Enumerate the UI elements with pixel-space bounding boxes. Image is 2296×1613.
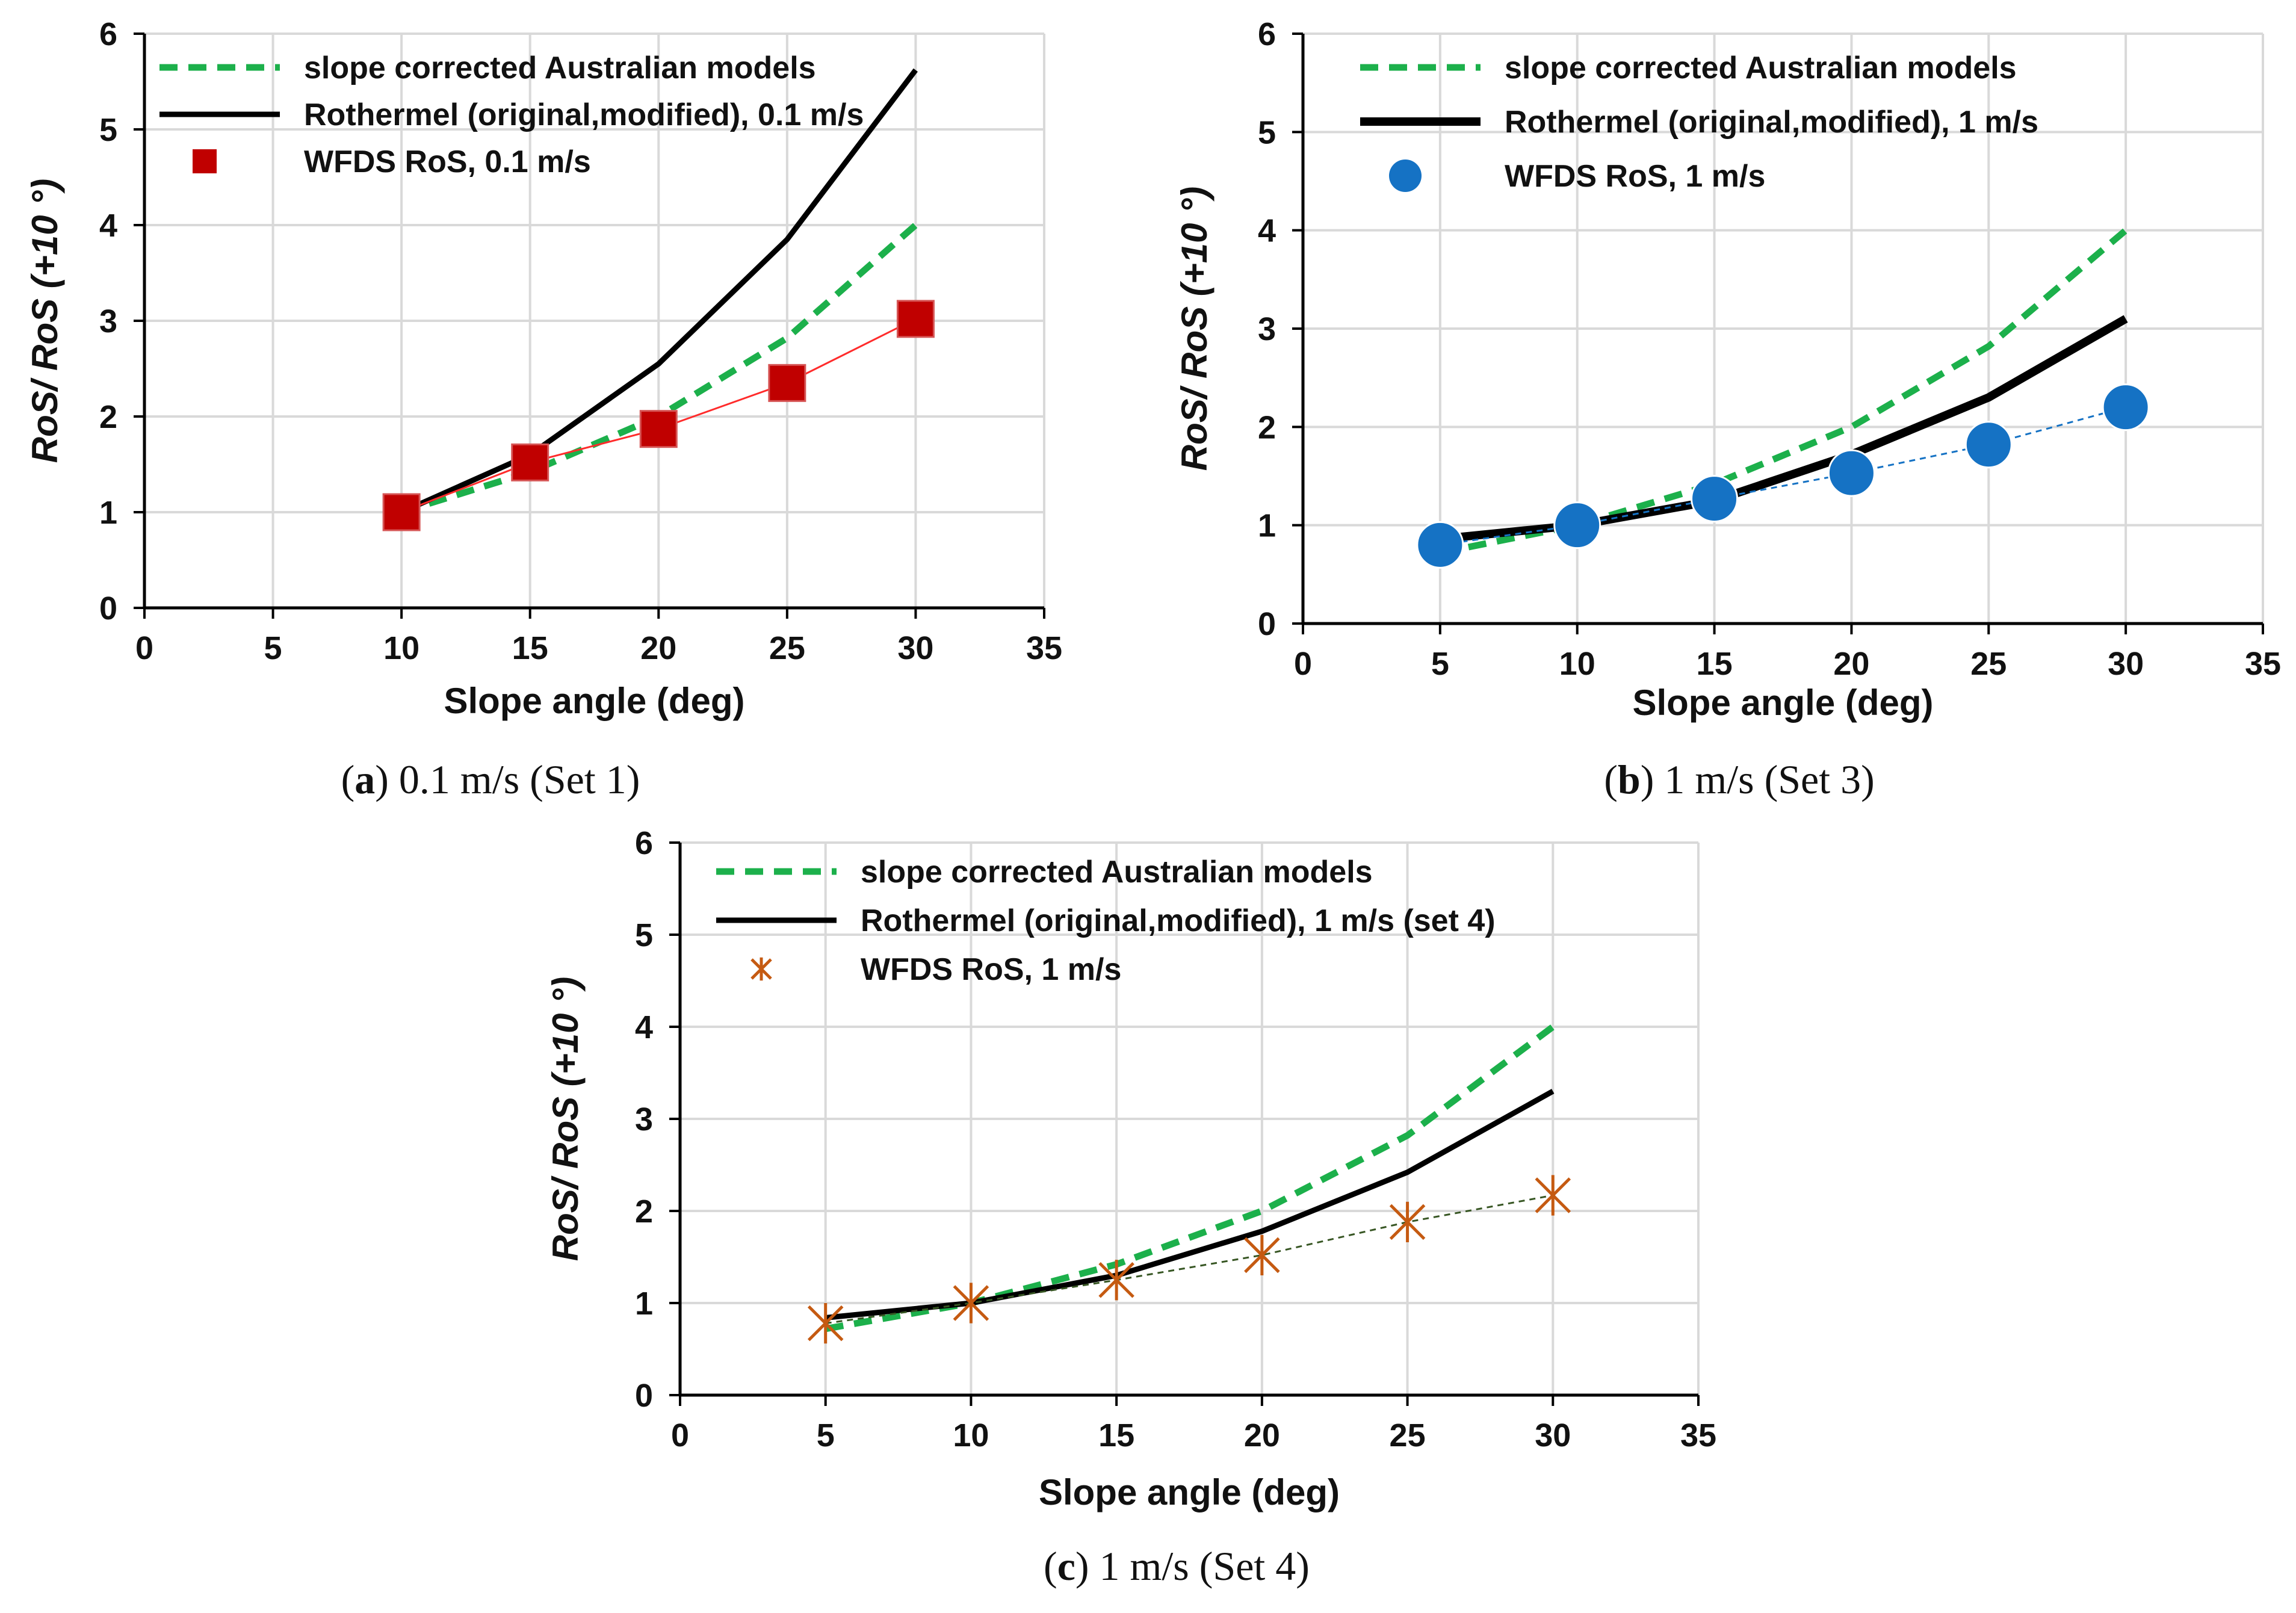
y-tick-label: 3 xyxy=(99,303,117,339)
panel-caption: (a) 0.1 m/s (Set 1) xyxy=(341,757,640,802)
x-tick-label: 25 xyxy=(1970,646,2007,682)
x-axis-title: Slope angle (deg) xyxy=(1632,683,1933,723)
y-axis-title: RoS/ RoS (+10 °) xyxy=(1174,187,1215,471)
wfds-square-marker xyxy=(382,493,421,531)
series-line-wfds xyxy=(825,1194,1553,1325)
y-tick-label: 0 xyxy=(635,1378,653,1414)
wfds-star-marker xyxy=(1535,1175,1571,1216)
y-tick-label: 5 xyxy=(1258,114,1276,150)
legend-swatch-wfds xyxy=(193,149,217,173)
legend-label: slope corrected Australian models xyxy=(304,51,816,85)
y-tick-label: 2 xyxy=(1258,409,1276,445)
wfds-star-marker xyxy=(1098,1260,1134,1301)
x-axis-title: Slope angle (deg) xyxy=(1039,1472,1340,1512)
series-line-wfds xyxy=(1440,406,2126,546)
x-tick-label: 10 xyxy=(1559,646,1595,682)
wfds-circle-marker xyxy=(1964,421,2013,469)
wfds-star-marker xyxy=(1244,1234,1280,1276)
wfds-circle-marker xyxy=(1827,449,1875,497)
wfds-circle-marker xyxy=(1691,475,1739,523)
legend-label: slope corrected Australian models xyxy=(1505,51,2017,85)
x-tick-label: 0 xyxy=(1294,646,1312,682)
x-tick-label: 0 xyxy=(135,630,153,666)
y-tick-label: 6 xyxy=(635,825,653,861)
y-tick-label: 1 xyxy=(1258,508,1276,544)
y-tick-label: 3 xyxy=(1258,311,1276,347)
y-tick-label: 4 xyxy=(635,1009,653,1045)
x-tick-label: 30 xyxy=(897,630,933,666)
x-tick-label: 5 xyxy=(1431,646,1449,682)
y-tick-label: 0 xyxy=(1258,606,1276,642)
wfds-circle-marker xyxy=(1553,501,1601,550)
series-line-rothermel xyxy=(1440,315,2128,543)
legend-label: Rothermel (original,modified), 1 m/s (se… xyxy=(861,903,1496,938)
x-tick-label: 15 xyxy=(512,630,548,666)
panel-caption: (b) 1 m/s (Set 3) xyxy=(1604,757,1875,802)
y-tick-label: 1 xyxy=(99,495,117,531)
legend-label: WFDS RoS, 0.1 m/s xyxy=(304,144,591,179)
y-tick-label: 4 xyxy=(99,208,117,244)
legend-label: slope corrected Australian models xyxy=(861,855,1373,890)
x-tick-label: 5 xyxy=(264,630,282,666)
y-axis-title: RoS/ RoS (+10 °) xyxy=(25,179,65,463)
wfds-square-marker xyxy=(768,364,806,402)
y-tick-label: 5 xyxy=(99,112,117,148)
x-tick-label: 10 xyxy=(953,1417,989,1454)
y-tick-label: 0 xyxy=(99,590,117,627)
x-tick-label: 15 xyxy=(1697,646,1733,682)
x-tick-label: 35 xyxy=(1026,630,1062,666)
x-tick-label: 20 xyxy=(1833,646,1869,682)
y-tick-label: 2 xyxy=(635,1193,653,1230)
y-tick-label: 3 xyxy=(635,1101,653,1138)
legend-label: WFDS RoS, 1 m/s xyxy=(861,952,1121,987)
y-tick-label: 2 xyxy=(99,399,117,435)
x-tick-label: 10 xyxy=(383,630,419,666)
x-tick-label: 35 xyxy=(1680,1417,1716,1454)
legend-label: WFDS RoS, 1 m/s xyxy=(1505,159,1765,194)
y-tick-label: 6 xyxy=(1258,16,1276,52)
wfds-star-marker xyxy=(1389,1201,1426,1242)
x-tick-label: 20 xyxy=(640,630,676,666)
y-tick-label: 4 xyxy=(1258,213,1276,249)
legend-label: Rothermel (original,modified), 0.1 m/s xyxy=(304,98,864,132)
wfds-square-marker xyxy=(896,300,935,338)
wfds-circle-marker xyxy=(2102,383,2150,432)
wfds-square-marker xyxy=(511,443,549,481)
y-tick-label: 6 xyxy=(99,16,117,52)
legend-label: Rothermel (original,modified), 1 m/s xyxy=(1505,105,2038,140)
x-tick-label: 15 xyxy=(1098,1417,1134,1454)
x-tick-label: 5 xyxy=(817,1417,835,1454)
y-tick-label: 1 xyxy=(635,1286,653,1322)
x-axis-title: Slope angle (deg) xyxy=(444,681,744,721)
x-tick-label: 35 xyxy=(2245,646,2281,682)
x-tick-label: 30 xyxy=(1535,1417,1571,1454)
panel-caption: (c) 1 m/s (Set 4) xyxy=(1044,1543,1310,1589)
wfds-star-marker xyxy=(953,1283,989,1324)
x-tick-label: 25 xyxy=(769,630,805,666)
series-line-australian xyxy=(1439,228,2128,556)
x-tick-label: 20 xyxy=(1244,1417,1280,1454)
x-tick-label: 0 xyxy=(671,1417,689,1454)
y-axis-title: RoS/ RoS (+10 °) xyxy=(545,977,586,1261)
y-tick-label: 5 xyxy=(635,917,653,953)
chart-panel-b: 0 5 10 15 20 25 30 35 0 1 2 3 4 5 6 Slope angle (deg) Ro… xyxy=(1174,16,2281,802)
legend-swatch-wfds xyxy=(750,957,772,981)
chart-panel-a: 0 5 10 15 20 25 30 35 0 1 2 3 4 5 6 Slope angle (deg) Ro… xyxy=(25,16,1062,802)
wfds-star-marker xyxy=(807,1303,844,1344)
series-line-rothermel xyxy=(825,1089,1555,1320)
legend-swatch-wfds xyxy=(1389,159,1422,192)
x-tick-label: 25 xyxy=(1390,1417,1426,1454)
x-tick-label: 30 xyxy=(2108,646,2144,682)
series-line-australian xyxy=(825,1024,1555,1333)
wfds-circle-marker xyxy=(1416,521,1464,569)
series-line-rothermel xyxy=(400,68,918,515)
wfds-square-marker xyxy=(639,410,678,448)
chart-panel-c: 0 5 10 15 20 25 30 35 0 1 2 3 4 5 6 Slope angle (deg) Ro… xyxy=(545,825,1716,1589)
